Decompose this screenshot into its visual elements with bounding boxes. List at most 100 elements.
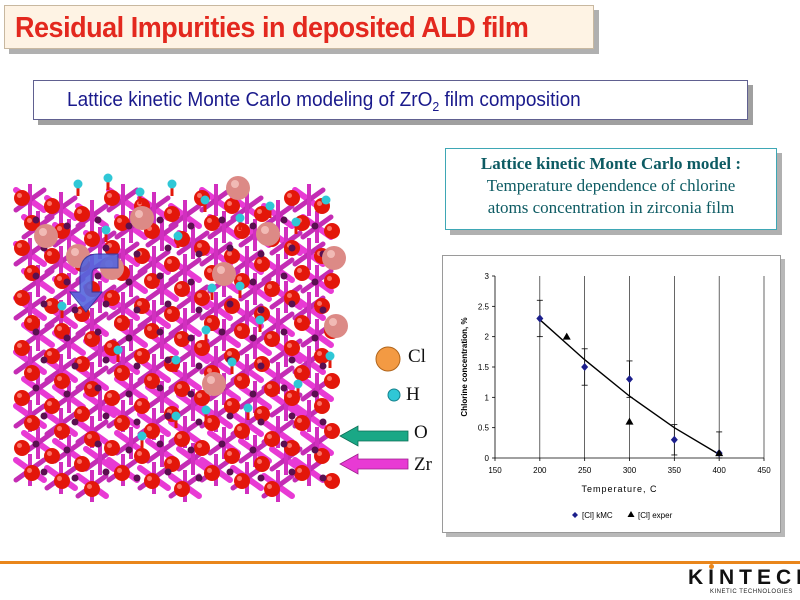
cl-atom: [34, 224, 58, 248]
o-atom-highlight: [207, 368, 212, 373]
subtitle-subscript: 2: [432, 99, 440, 114]
o-atom-highlight: [77, 409, 82, 414]
lattice-group: [13, 173, 348, 502]
kmc-point: [536, 314, 544, 323]
o-atom-highlight: [117, 368, 122, 373]
zr-atom: [94, 384, 102, 392]
zr-atom: [94, 272, 102, 280]
zr-atom: [40, 468, 48, 476]
o-atom-highlight: [17, 393, 22, 398]
y-tick-label: 1.5: [478, 363, 490, 372]
zr-atom: [71, 474, 79, 482]
o-atom-highlight: [207, 318, 212, 323]
zr-atom: [280, 440, 288, 448]
o-atom: [264, 481, 280, 497]
o-atom: [114, 315, 130, 331]
legend-exper-label: [Cl] exper: [638, 511, 673, 520]
model-description-box: Lattice kinetic Monte Carlo model : Temp…: [445, 148, 777, 230]
o-atom-highlight: [47, 201, 52, 206]
o-atom: [204, 465, 220, 481]
zr-atom: [195, 362, 203, 370]
cl-atom-highlight: [71, 248, 79, 256]
zr-atom: [257, 418, 265, 426]
o-atom: [284, 190, 300, 206]
zr-atom: [311, 278, 319, 286]
o-atom-highlight: [317, 451, 322, 456]
cl-atom: [130, 206, 154, 230]
zr-atom: [133, 474, 141, 482]
kmc-point: [581, 363, 589, 371]
o-atom-highlight: [27, 368, 32, 373]
o-atom: [14, 340, 30, 356]
o-atom-highlight: [177, 484, 182, 489]
legend-cl-label: Cl: [408, 346, 426, 367]
zirconia-lattice-image: [13, 173, 348, 502]
kintech-logo: KINTECH KINETIC TECHNOLOGIES: [688, 564, 800, 598]
zr-atom: [249, 446, 257, 454]
o-atom-highlight: [327, 476, 332, 481]
cl-atom: [322, 246, 346, 270]
o-atom-highlight: [207, 468, 212, 473]
zr-atom: [32, 384, 40, 392]
o-atom-highlight: [57, 426, 62, 431]
zr-atom: [71, 362, 79, 370]
zr-atom: [288, 412, 296, 420]
o-atom: [264, 331, 280, 347]
x-tick-label: 250: [578, 466, 592, 475]
footer-divider: [0, 561, 800, 564]
zr-atom: [249, 278, 257, 286]
y-tick-label: 0: [485, 454, 490, 463]
o-atom: [234, 473, 250, 489]
o-atom: [174, 281, 190, 297]
o-atom: [54, 473, 70, 489]
h-atom: [173, 231, 183, 241]
zr-atom: [156, 328, 164, 336]
zr-atom: [195, 250, 203, 258]
zr-atom: [32, 272, 40, 280]
zr-atom: [102, 412, 110, 420]
o-atom-highlight: [57, 276, 62, 281]
zr-atom: [63, 334, 71, 342]
o-atom-highlight: [87, 384, 92, 389]
o-atom-highlight: [297, 318, 302, 323]
zr-atom: [257, 250, 265, 258]
zr-atom: [319, 418, 327, 426]
o-atom-highlight: [167, 209, 172, 214]
legend-exper-marker: [627, 511, 635, 517]
o-atom-highlight: [197, 443, 202, 448]
o-atom: [234, 423, 250, 439]
o-atom-highlight: [47, 451, 52, 456]
o-atom: [24, 365, 40, 381]
y-axis-label: Chlorine concentration, %: [460, 317, 469, 416]
y-tick-label: 1: [485, 393, 490, 402]
o-atom-highlight: [117, 318, 122, 323]
o-atom-highlight: [257, 209, 262, 214]
o-atom-highlight: [17, 293, 22, 298]
h-atom: [167, 179, 177, 189]
zr-atom: [218, 216, 226, 224]
zr-atom: [164, 300, 172, 308]
o-atom-highlight: [327, 376, 332, 381]
o-atom: [264, 381, 280, 397]
o-atom-highlight: [147, 326, 152, 331]
h-atom: [201, 405, 211, 415]
zr-atom: [102, 468, 110, 476]
cl-atom-icon: [375, 346, 401, 372]
x-tick-label: 450: [757, 466, 771, 475]
h-atom: [321, 195, 331, 205]
o-atom: [114, 365, 130, 381]
o-atom: [324, 223, 340, 239]
h-atom: [207, 283, 217, 293]
zr-atom: [257, 474, 265, 482]
o-atom-highlight: [287, 293, 292, 298]
o-atom: [174, 481, 190, 497]
o-atom-highlight: [17, 443, 22, 448]
o-atom-highlight: [27, 318, 32, 323]
o-atom-highlight: [207, 218, 212, 223]
o-atom-highlight: [197, 243, 202, 248]
o-atom: [14, 290, 30, 306]
o-atom-highlight: [267, 334, 272, 339]
o-atom: [164, 206, 180, 222]
o-atom: [264, 281, 280, 297]
o-atom-highlight: [147, 426, 152, 431]
